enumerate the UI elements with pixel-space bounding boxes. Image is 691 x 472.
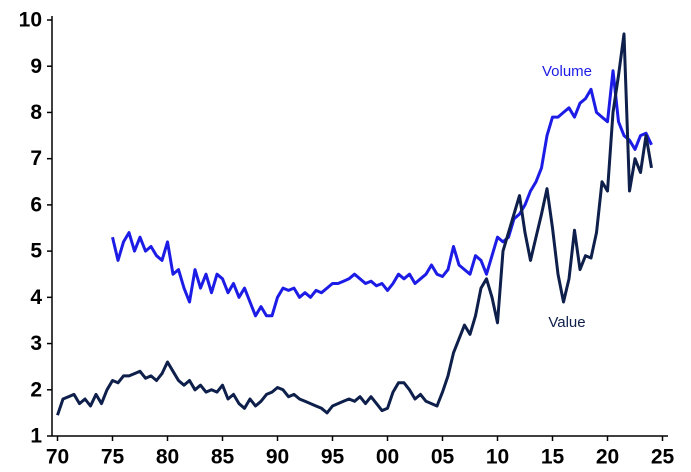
x-tick-label: 15 <box>541 446 565 469</box>
x-tick-label: 10 <box>486 446 509 469</box>
y-tick-label: 9 <box>30 55 42 78</box>
x-tick-label: 00 <box>376 446 399 469</box>
series-line <box>111 69 653 318</box>
y-tick-label: 2 <box>30 378 42 401</box>
y-tick-label: 10 <box>19 9 42 32</box>
x-tick-label: 95 <box>321 446 345 469</box>
x-tick-label: 70 <box>46 446 69 469</box>
y-tick-label: 8 <box>30 101 42 124</box>
x-tick-label: 20 <box>596 446 619 469</box>
y-tick-label: 6 <box>30 193 42 216</box>
y-tick-label: 3 <box>30 332 42 355</box>
x-tick-label: 25 <box>651 446 675 469</box>
x-tick-label: 85 <box>211 446 235 469</box>
x-tick-label: 90 <box>266 446 289 469</box>
series-label: Volume <box>542 63 592 80</box>
y-tick-label: 5 <box>30 240 42 263</box>
series-label: Value <box>548 314 585 331</box>
series-line <box>56 32 653 416</box>
y-tick-label: 1 <box>30 425 42 448</box>
y-tick-label: 4 <box>30 286 42 309</box>
x-tick-label: 75 <box>101 446 125 469</box>
y-tick-label: 7 <box>30 147 42 170</box>
x-tick-label: 80 <box>156 446 179 469</box>
x-tick-label: 05 <box>431 446 455 469</box>
